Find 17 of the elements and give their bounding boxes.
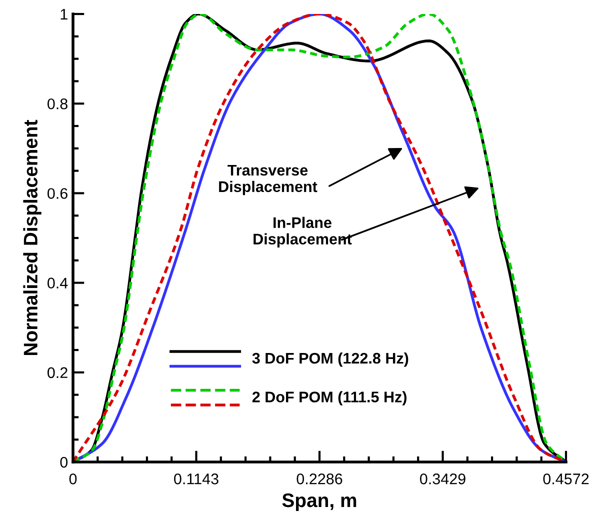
annotation: In-Plane Displacement (254, 216, 352, 248)
y-tick-label: 0.4 (48, 278, 68, 288)
x-tick-label: 0.3429 (420, 474, 466, 484)
legend-label: 2 DoF POM (111.5 Hz) (252, 391, 406, 406)
x-tick-label: 0.1143 (174, 474, 218, 484)
y-tick-label: 1 (60, 9, 68, 20)
y-tick-label: 0.2 (48, 367, 68, 378)
x-axis-title: Span, m (282, 493, 356, 512)
y-tick-label: 0.6 (48, 188, 68, 199)
x-tick-label: 0.4572 (543, 474, 589, 484)
y-tick-label: 0 (60, 456, 68, 468)
legend-label: 3 DoF POM (122.8 Hz) (252, 352, 408, 367)
y-axis-title: Normalized Displacement (23, 120, 42, 356)
y-tick-label: 0.8 (48, 98, 68, 110)
annotation: Transverse Displacement (219, 164, 318, 196)
x-tick-label: 0 (69, 474, 77, 484)
x-tick-label: 0.2286 (296, 474, 342, 484)
